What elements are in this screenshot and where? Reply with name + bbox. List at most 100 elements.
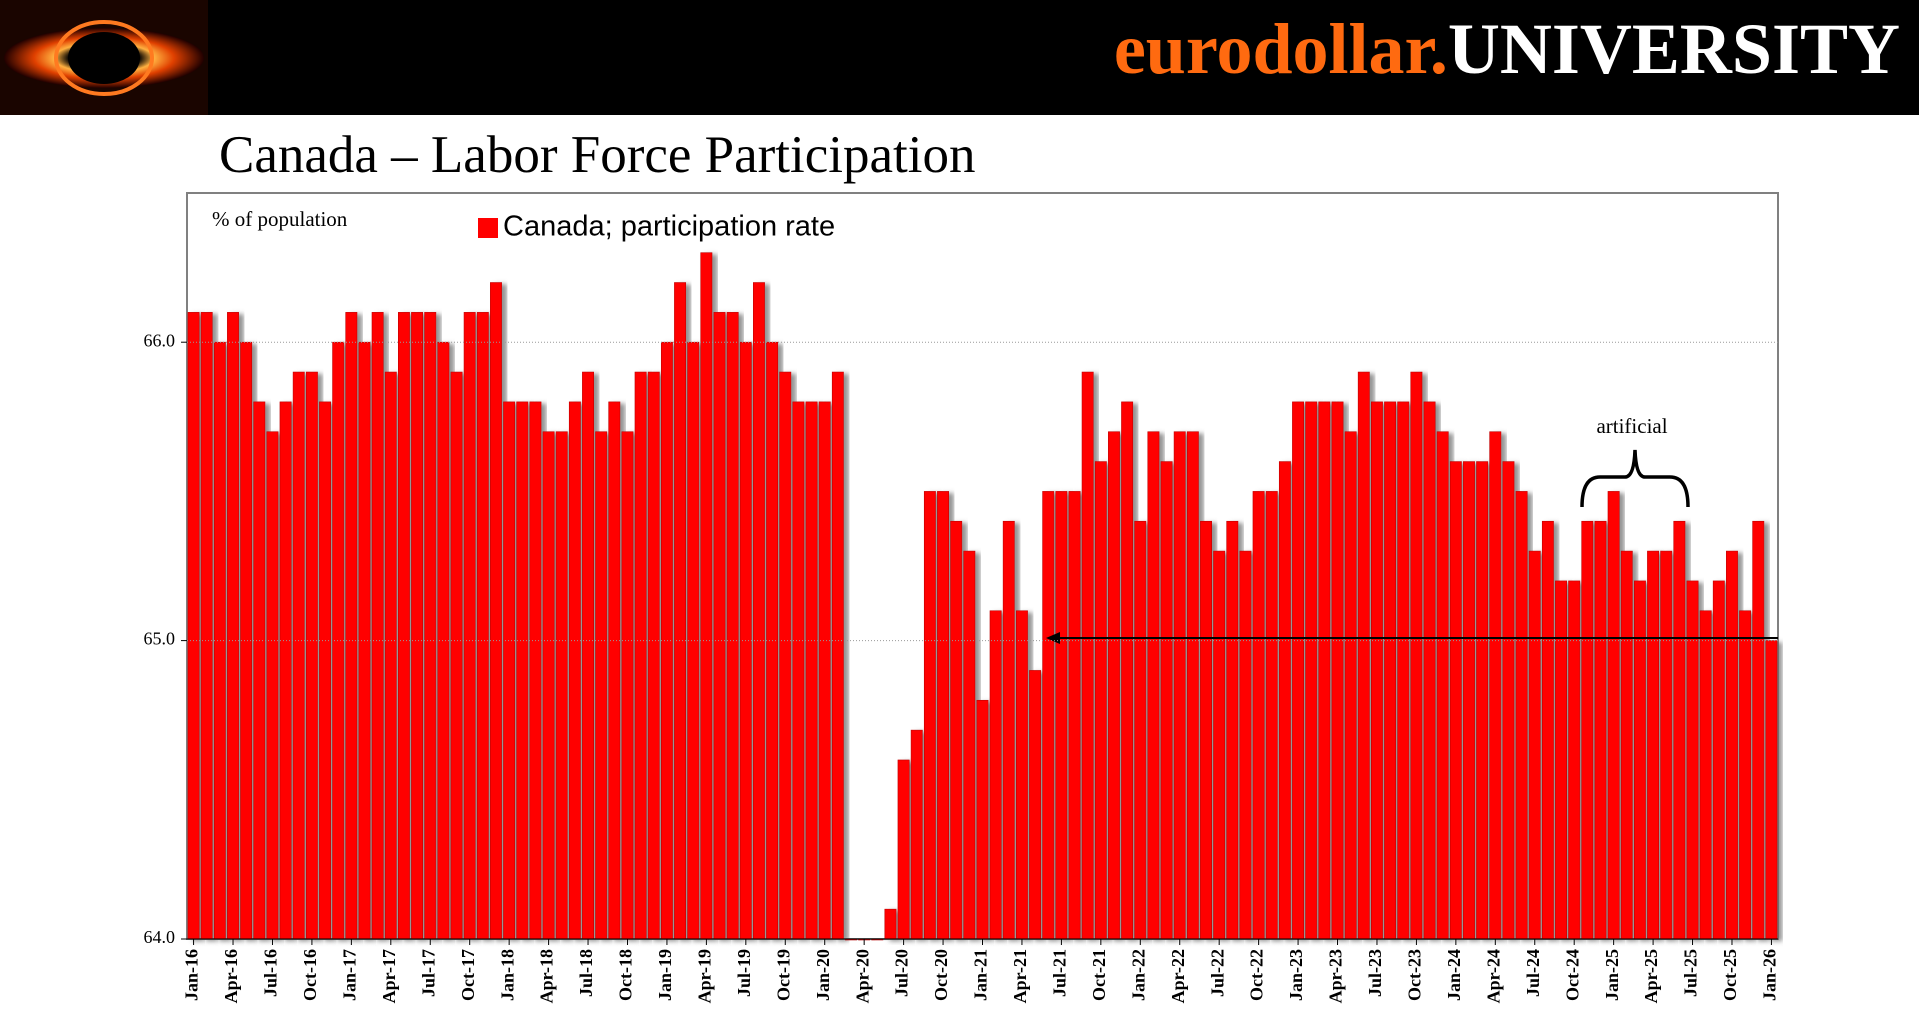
- bar: [1108, 431, 1120, 940]
- bar: [503, 401, 516, 940]
- x-tick-label: Oct-23: [1405, 949, 1425, 1001]
- bar: [279, 401, 292, 940]
- x-tick-label: Oct-19: [773, 949, 793, 1001]
- bar: [1134, 520, 1147, 940]
- x-tick-label: Jan-24: [1444, 949, 1464, 1001]
- bar: [1699, 610, 1712, 940]
- bar: [1292, 401, 1305, 940]
- bar: [963, 550, 976, 940]
- x-tick-label: Apr-17: [379, 949, 399, 1003]
- x-tick-label: Oct-17: [458, 949, 478, 1001]
- bar: [1541, 520, 1554, 940]
- bar: [1476, 461, 1489, 940]
- bar: [1055, 491, 1068, 940]
- x-tick-label: Jul-18: [576, 949, 596, 997]
- bar: [634, 371, 647, 940]
- legend-label: Canada; participation rate: [503, 211, 835, 243]
- bar: [1357, 371, 1370, 940]
- bar: [266, 431, 279, 940]
- bar: [910, 729, 923, 940]
- bar: [1252, 491, 1265, 940]
- bar: [200, 312, 213, 940]
- bar: [1042, 491, 1055, 940]
- bar: [1647, 550, 1660, 940]
- bar: [1173, 431, 1186, 940]
- bar: [805, 401, 818, 940]
- bar: [1213, 550, 1226, 940]
- bar: [1660, 550, 1673, 940]
- x-tick-label: Jan-22: [1128, 949, 1148, 1001]
- bar: [1331, 401, 1344, 940]
- bar: [1528, 550, 1541, 940]
- y-tick-label: 66.0: [144, 330, 176, 350]
- x-tick-label: Jul-17: [418, 949, 438, 997]
- bar: [621, 431, 634, 940]
- bar: [1581, 520, 1594, 940]
- chart-title: Canada – Labor Force Participation: [219, 126, 975, 184]
- bar: [976, 699, 989, 940]
- x-tick-label: Jul-22: [1207, 949, 1227, 997]
- x-tick-label: Apr-18: [537, 949, 557, 1003]
- x-tick-label: Jan-23: [1286, 949, 1306, 1001]
- bar: [818, 401, 831, 940]
- bar: [424, 312, 437, 940]
- bar: [1620, 550, 1633, 940]
- bar: [490, 282, 502, 940]
- bar: [1765, 640, 1778, 940]
- bar: [384, 371, 397, 940]
- x-tick-label: Jan-19: [655, 949, 675, 1001]
- bar: [1200, 520, 1212, 940]
- x-tick-label: Oct-16: [300, 949, 320, 1001]
- logo: [0, 0, 208, 115]
- bar: [1186, 431, 1199, 940]
- bar: [1489, 431, 1502, 940]
- annotation: artificial: [1596, 414, 1667, 438]
- bar: [568, 401, 581, 940]
- bar: [582, 371, 594, 940]
- bar: [1002, 520, 1015, 940]
- bar: [884, 908, 897, 940]
- bar: [923, 491, 936, 940]
- bar: [516, 401, 529, 940]
- bar: [1278, 461, 1291, 940]
- x-tick-label: Jul-25: [1681, 949, 1701, 997]
- x-tick-label: Oct-18: [616, 949, 636, 1001]
- x-tick-label: Oct-25: [1720, 949, 1740, 1001]
- bar: [937, 491, 950, 940]
- bar: [292, 371, 305, 940]
- bar: [1515, 491, 1528, 940]
- bar: [647, 371, 660, 940]
- x-tick-label: Jan-21: [971, 949, 991, 1001]
- x-tick-label: Jul-19: [734, 949, 754, 997]
- bar: [253, 401, 266, 940]
- bar: [305, 371, 318, 940]
- bar: [1633, 580, 1646, 940]
- bar: [411, 312, 424, 940]
- brand: eurodollar.UNIVERSITY: [1114, 9, 1900, 89]
- bar: [779, 371, 792, 940]
- x-tick-label: Apr-25: [1641, 949, 1661, 1003]
- brand-a: eurodollar.: [1114, 9, 1448, 89]
- bar: [1726, 550, 1738, 940]
- bar: [1147, 431, 1160, 940]
- bar: [792, 401, 805, 940]
- x-tick-label: Oct-20: [931, 949, 951, 1001]
- bar: [1015, 610, 1028, 940]
- bar: [1094, 461, 1107, 940]
- x-tick-label: Oct-24: [1562, 949, 1582, 1001]
- bar: [1068, 491, 1081, 940]
- header-bar: [0, 0, 1919, 115]
- x-tick-label: Jan-17: [339, 949, 359, 1001]
- y-tick-label: 65.0: [144, 629, 176, 649]
- bar: [187, 312, 200, 940]
- bar: [1226, 520, 1239, 940]
- bar: [529, 401, 542, 940]
- bar: [674, 282, 687, 940]
- bar: [726, 312, 739, 940]
- bar: [831, 371, 844, 940]
- bar: [1344, 431, 1357, 940]
- bar: [950, 520, 963, 940]
- bar: [1555, 580, 1567, 940]
- bar: [595, 431, 608, 940]
- x-tick-label: Apr-24: [1483, 949, 1503, 1003]
